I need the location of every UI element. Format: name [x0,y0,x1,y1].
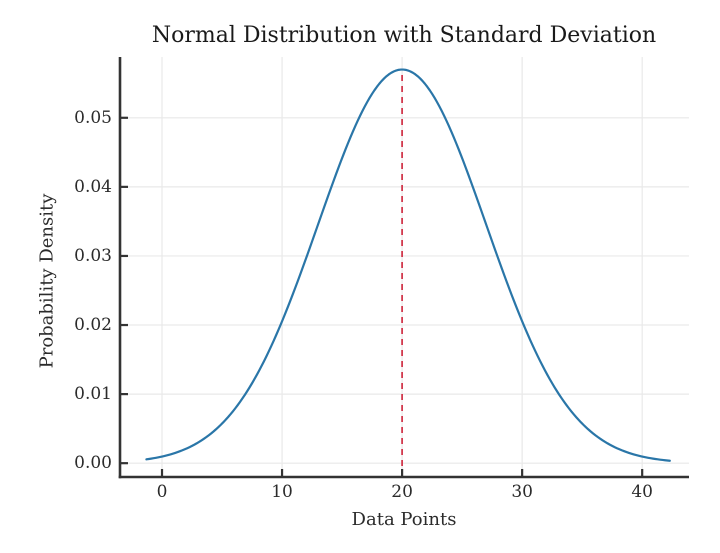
x-tick-label: 10 [271,482,293,502]
y-tick-label: 0.05 [74,107,112,128]
chart-title: Normal Distribution with Standard Deviat… [151,23,657,48]
x-tick-label: 40 [631,482,653,502]
y-tick-label: 0.04 [74,176,112,197]
x-tick-label: 30 [511,482,533,502]
y-tick-label: 0.03 [74,245,112,266]
y-tick-label: 0.02 [74,315,112,336]
normal-curve-line [145,68,671,462]
x-tick-label: 0 [156,482,168,502]
x-axis-label: Data Points [351,509,457,530]
y-tick-label: 0.01 [74,384,112,405]
x-tick-label: 20 [391,482,413,502]
y-tick-label: 0.00 [74,453,112,474]
y-axis-label: Probability Density [36,193,58,369]
